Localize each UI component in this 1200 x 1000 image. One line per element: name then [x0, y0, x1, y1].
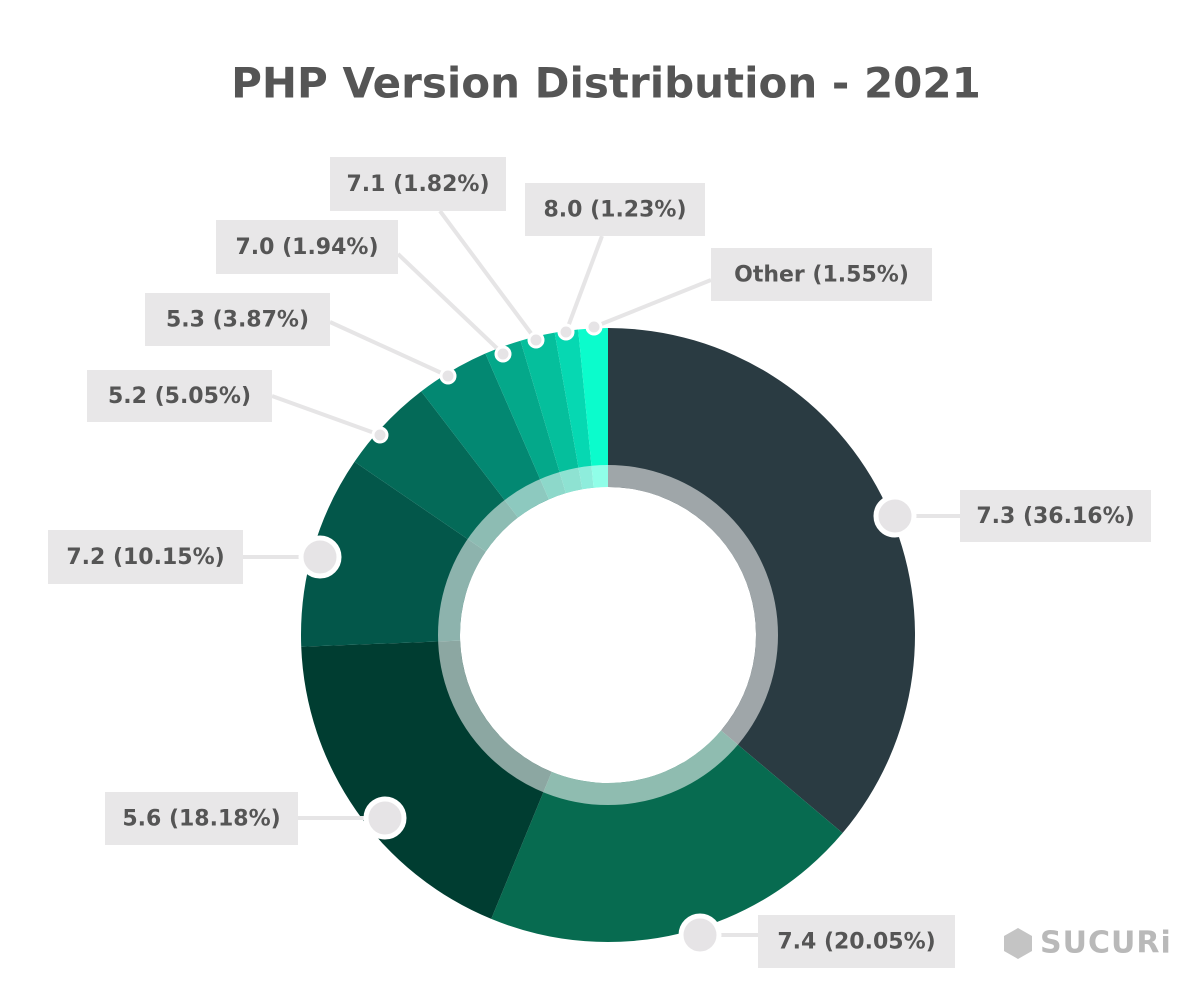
data-label: 8.0 (1.23%) [543, 198, 686, 223]
label-box [960, 490, 1151, 542]
logo-icon [1004, 928, 1032, 959]
brand-logo: SUCURi [1004, 926, 1172, 961]
donut-slice [520, 332, 583, 494]
donut-slice [421, 353, 549, 518]
label-box [216, 220, 398, 274]
leader-line [271, 394, 381, 437]
data-label: 7.2 (10.15%) [66, 545, 224, 570]
data-label: 5.6 (18.18%) [122, 807, 280, 832]
label-dot [557, 323, 575, 341]
label-box [48, 530, 243, 584]
data-label: 7.4 (20.05%) [777, 930, 935, 955]
data-label: 7.0 (1.94%) [235, 235, 378, 260]
donut-slice [354, 391, 518, 552]
label-box [711, 248, 932, 301]
label-dot [585, 318, 603, 336]
label-dot [439, 367, 457, 385]
label-dot [298, 535, 342, 579]
data-label: Other (1.55%) [734, 263, 909, 288]
donut-slice [301, 640, 552, 919]
label-box [525, 183, 705, 236]
label-dot [371, 426, 389, 444]
data-label: 5.2 (5.05%) [108, 384, 251, 409]
label-box [145, 293, 330, 346]
donut-slice [301, 461, 486, 647]
data-label: 7.3 (36.16%) [976, 504, 1134, 529]
leader-line [396, 252, 505, 356]
label-dot [873, 494, 917, 538]
data-label: 5.3 (3.87%) [166, 308, 309, 333]
leader-line [593, 278, 712, 329]
data-label: 7.1 (1.82%) [346, 172, 489, 197]
leader-line [564, 235, 604, 333]
label-box [330, 157, 506, 211]
label-box [758, 915, 955, 968]
label-box [105, 792, 298, 845]
donut-slice [554, 329, 594, 490]
label-dot [494, 345, 512, 363]
label-dot [678, 913, 722, 957]
label-dot [363, 796, 407, 840]
watermark: SUCURi [1040, 926, 1172, 961]
donut-slice [578, 328, 608, 488]
leader-line [438, 209, 538, 342]
chart-title: PHP Version Distribution - 2021 [231, 59, 981, 108]
inner-ring [438, 465, 778, 805]
label-dot [527, 331, 545, 349]
label-box [87, 370, 272, 422]
leader-line [329, 320, 449, 378]
donut-slice [485, 340, 566, 500]
